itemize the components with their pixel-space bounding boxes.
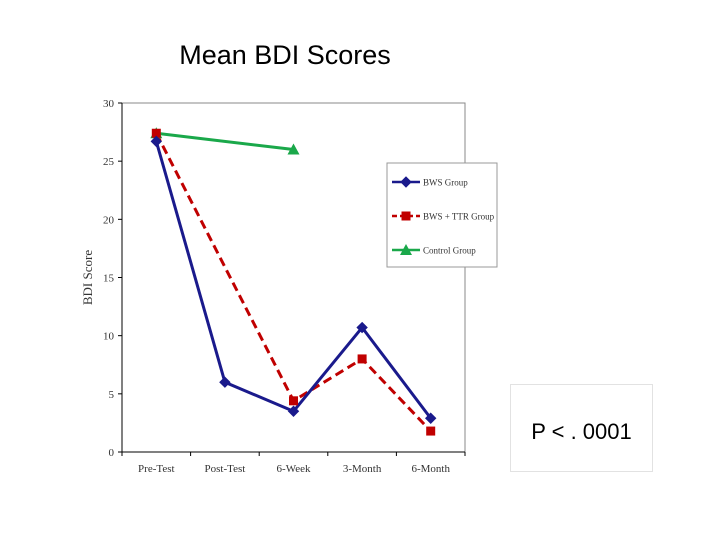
y-tick-label: 0 bbox=[109, 447, 115, 459]
data-point-bws-group bbox=[219, 376, 231, 388]
legend-label-control-group: Control Group bbox=[423, 246, 476, 256]
y-tick-label: 15 bbox=[103, 273, 115, 285]
data-point-bws-group bbox=[287, 405, 300, 417]
x-tick-label: Pre-Test bbox=[138, 463, 175, 475]
y-tick-label: 20 bbox=[103, 214, 115, 226]
y-tick-label: 30 bbox=[103, 98, 115, 110]
y-tick-label: 25 bbox=[103, 156, 115, 168]
y-tick-label: 10 bbox=[103, 331, 115, 343]
data-point-bws-ttr-group bbox=[357, 354, 367, 364]
legend-label-bws-group: BWS Group bbox=[423, 178, 468, 188]
data-point-bws-group bbox=[356, 321, 368, 334]
slide-title: Mean BDI Scores bbox=[179, 40, 391, 70]
data-point-control-group bbox=[287, 143, 300, 155]
plot-area bbox=[121, 102, 466, 453]
series-line-bws-ttr-group bbox=[154, 132, 432, 433]
x-tick-label: 3-Month bbox=[343, 463, 382, 475]
p-value-text: P < . 0001 bbox=[531, 419, 632, 444]
data-point-bws-ttr-group bbox=[289, 396, 298, 406]
x-tick-label: Post-Test bbox=[205, 463, 246, 475]
x-tick-label: 6-Week bbox=[277, 463, 311, 475]
y-tick-label: 5 bbox=[109, 389, 115, 401]
data-point-bws-group bbox=[424, 412, 437, 424]
legend-marker-bws-ttr-group bbox=[401, 211, 411, 221]
series-line-control-group bbox=[156, 131, 294, 152]
legend-marker-control-group bbox=[400, 244, 412, 255]
data-point-bws-group bbox=[150, 135, 163, 148]
data-point-bws-ttr-group bbox=[151, 128, 161, 138]
legend-marker-bws-group bbox=[400, 176, 412, 188]
y-axis-label: BDI Score bbox=[80, 250, 95, 305]
p-value-box: P < . 0001 bbox=[510, 384, 653, 472]
x-tick-label: 6-Month bbox=[411, 463, 450, 475]
legend-label-bws-ttr-group: BWS + TTR Group bbox=[423, 212, 495, 222]
data-point-bws-ttr-group bbox=[426, 426, 436, 436]
